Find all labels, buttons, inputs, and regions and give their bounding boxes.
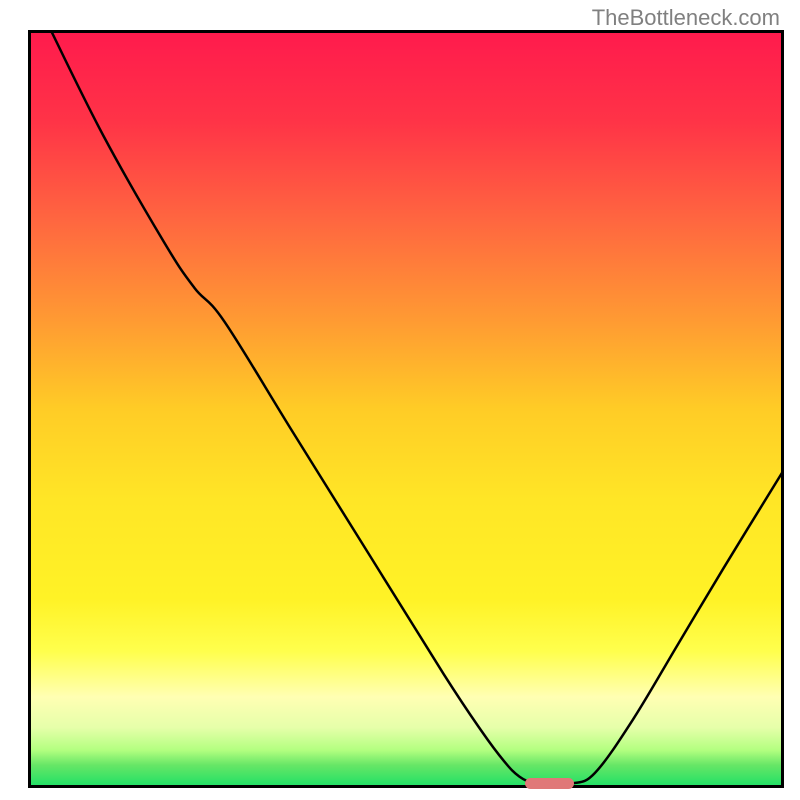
minimum-marker — [525, 778, 574, 789]
bottleneck-curve — [28, 30, 784, 788]
watermark-text: TheBottleneck.com — [592, 5, 780, 31]
plot-area — [28, 30, 784, 788]
chart-container: TheBottleneck.com — [0, 0, 800, 800]
